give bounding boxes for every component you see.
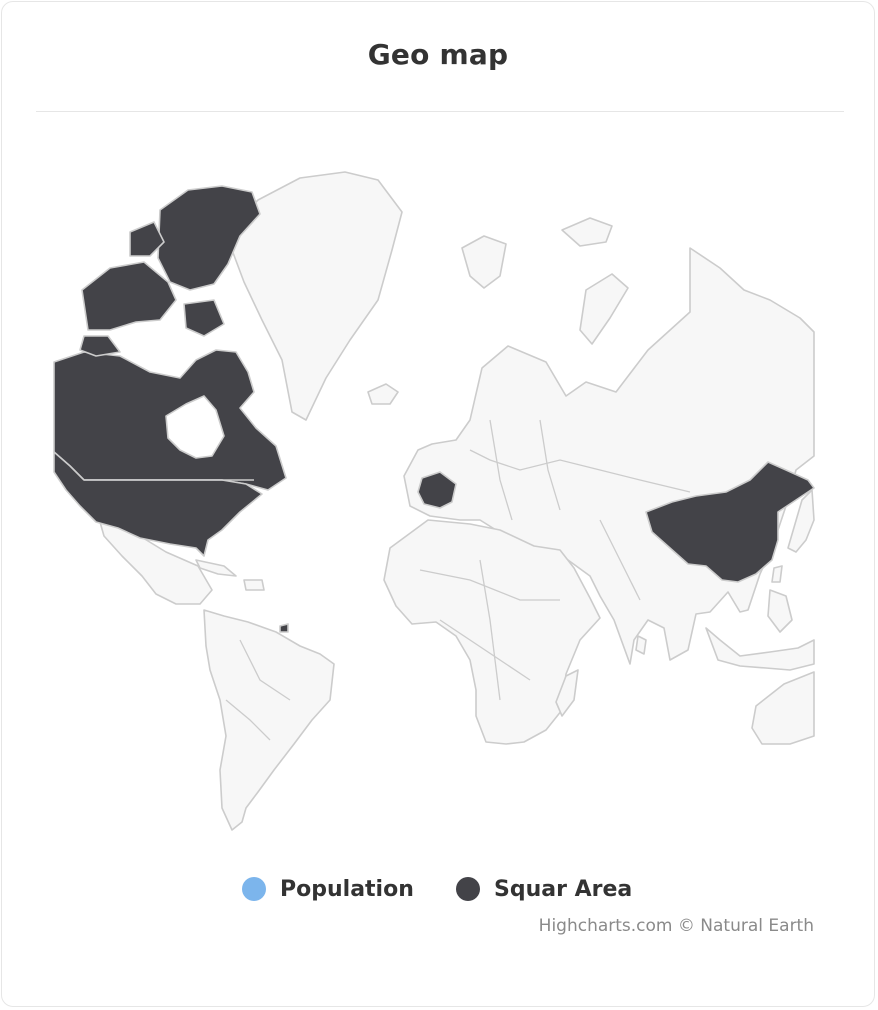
country-cuba [195,559,237,577]
legend-dot-squar-area [456,877,480,901]
country-china [645,461,815,583]
country-canada-arctic-4 [79,335,121,357]
country-taiwan [771,565,783,583]
legend-label-squar-area: Squar Area [494,876,633,902]
border-line [599,519,641,601]
hudson-bay [165,395,225,459]
border-line [539,419,561,511]
legend: Population Squar Area [0,872,878,906]
country-trinidad [279,623,289,633]
legend-dot-population [242,877,266,901]
legend-label-population: Population [280,876,414,902]
country-madagascar [555,669,579,717]
country-france [417,471,457,509]
country-svalbard [461,235,507,289]
border-line [479,559,501,701]
country-sri-lanka [635,635,647,655]
chart-title: Geo map [367,38,509,71]
country-canada-arctic-2 [81,261,177,331]
country-novaya-zemlya [579,273,629,345]
legend-item-squar-area[interactable]: Squar Area [456,872,632,906]
country-canada-arctic-3 [129,221,165,257]
country-franz-josef [561,217,613,247]
credits-link[interactable]: Highcharts.com © Natural Earth [538,916,814,936]
country-mexico [99,521,213,605]
country-iceland [367,383,399,405]
country-australia [751,671,815,745]
border-line [419,569,560,601]
country-hispaniola [243,579,265,591]
country-indonesia [705,627,815,671]
country-canada-arctic-5 [183,299,225,337]
country-philippines [767,589,793,633]
border-line [439,619,531,681]
border-line [489,419,513,521]
country-greenland [231,171,403,421]
border-line [225,699,271,741]
border-line [239,639,291,701]
country-south-america [203,609,335,831]
title-divider [36,111,844,112]
country-canada-arctic-1 [157,185,261,291]
border-line [469,449,691,493]
legend-item-population[interactable]: Population [242,872,414,906]
